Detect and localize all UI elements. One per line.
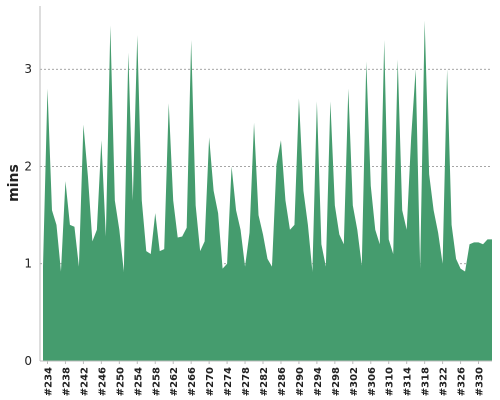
x-tick-label: #306 (367, 367, 378, 396)
x-tick-label: #254 (133, 367, 144, 396)
x-tick-label: #310 (385, 367, 396, 396)
x-tick-label: #242 (79, 367, 90, 396)
x-tick-label: #330 (475, 367, 486, 396)
x-tick-label: #238 (61, 367, 72, 396)
x-tick-label: #234 (43, 367, 54, 396)
y-tick-labels: 0 1 2 3 (24, 62, 32, 368)
x-tick-label: #286 (277, 367, 288, 396)
x-tick-label: #246 (97, 367, 108, 396)
y-tick-label: 3 (24, 62, 32, 76)
x-tick-label: #294 (313, 367, 324, 396)
y-tick-label: 1 (24, 257, 32, 271)
area-series-path (43, 20, 492, 362)
x-tick-label: #278 (241, 367, 252, 396)
x-tick-label: #250 (115, 367, 126, 396)
y-tick-label: 0 (24, 354, 32, 368)
x-tick-label: #314 (403, 367, 414, 396)
x-tick-label: #298 (331, 367, 342, 396)
x-tick-label: #262 (169, 367, 180, 396)
x-tick-label: #266 (187, 367, 198, 396)
x-tick-label: #270 (205, 367, 216, 396)
x-tick-labels: #234 #238 #242 #246 #250 #254 #258 #262 #266 #270… (43, 361, 486, 396)
x-tick-label: #290 (295, 367, 306, 396)
x-tick-label: #282 (259, 367, 270, 396)
x-tick-label: #258 (151, 367, 162, 396)
x-tick-label: #326 (457, 367, 468, 396)
x-tick-label: #322 (439, 367, 450, 396)
y-axis-title: mins (6, 164, 22, 202)
x-tick-label: #302 (349, 367, 360, 396)
area-series (42, 20, 493, 362)
x-tick-label: #318 (421, 367, 432, 396)
x-tick-label: #274 (223, 367, 234, 396)
axes (39, 6, 492, 362)
y-tick-label: 2 (24, 159, 32, 173)
